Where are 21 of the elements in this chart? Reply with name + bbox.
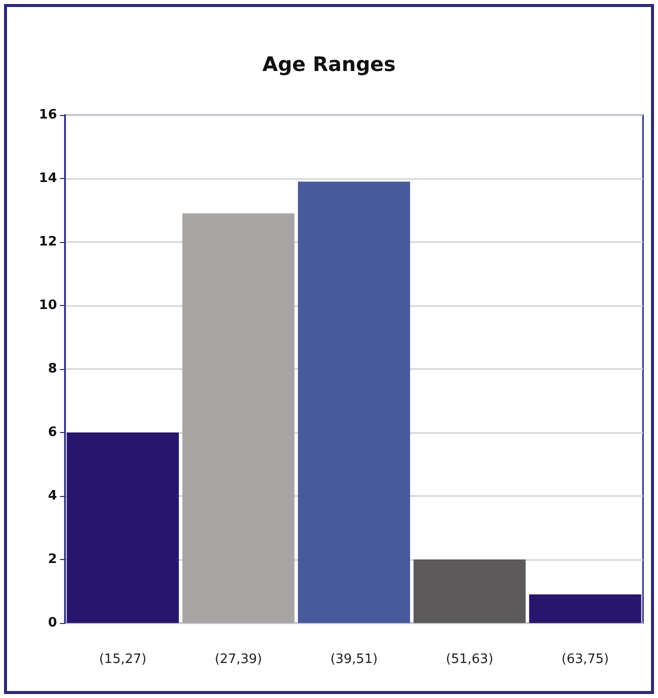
y-tick-label: 8 [48,362,57,376]
y-tick-label: 16 [38,108,57,122]
bar [529,594,642,623]
bar [66,432,179,623]
y-tick-label: 0 [48,616,57,630]
y-tick-label: 10 [38,298,57,313]
bar [298,182,410,623]
chart-title: Age Ranges [262,52,396,76]
x-tick-label: (15,27) [99,652,146,667]
y-tick-label: 6 [48,425,57,440]
bar [182,213,294,623]
x-tick-label: (51,63) [446,652,494,667]
x-tick-label: (27,39) [214,652,262,667]
y-tick-label: 12 [38,234,57,250]
x-tick-label: (39,51) [330,652,378,667]
y-tick-label: 14 [38,171,57,186]
y-tick-label: 4 [48,488,57,504]
page-border: 0 2 4 6 8 10 12 14 16 (15,27) (27,39) (39,51) (51,63) (63,75) Age Ranges [4,4,654,694]
bar [414,560,526,623]
x-tick-label: (63,75) [562,652,609,667]
y-tick-label: 2 [48,552,57,567]
